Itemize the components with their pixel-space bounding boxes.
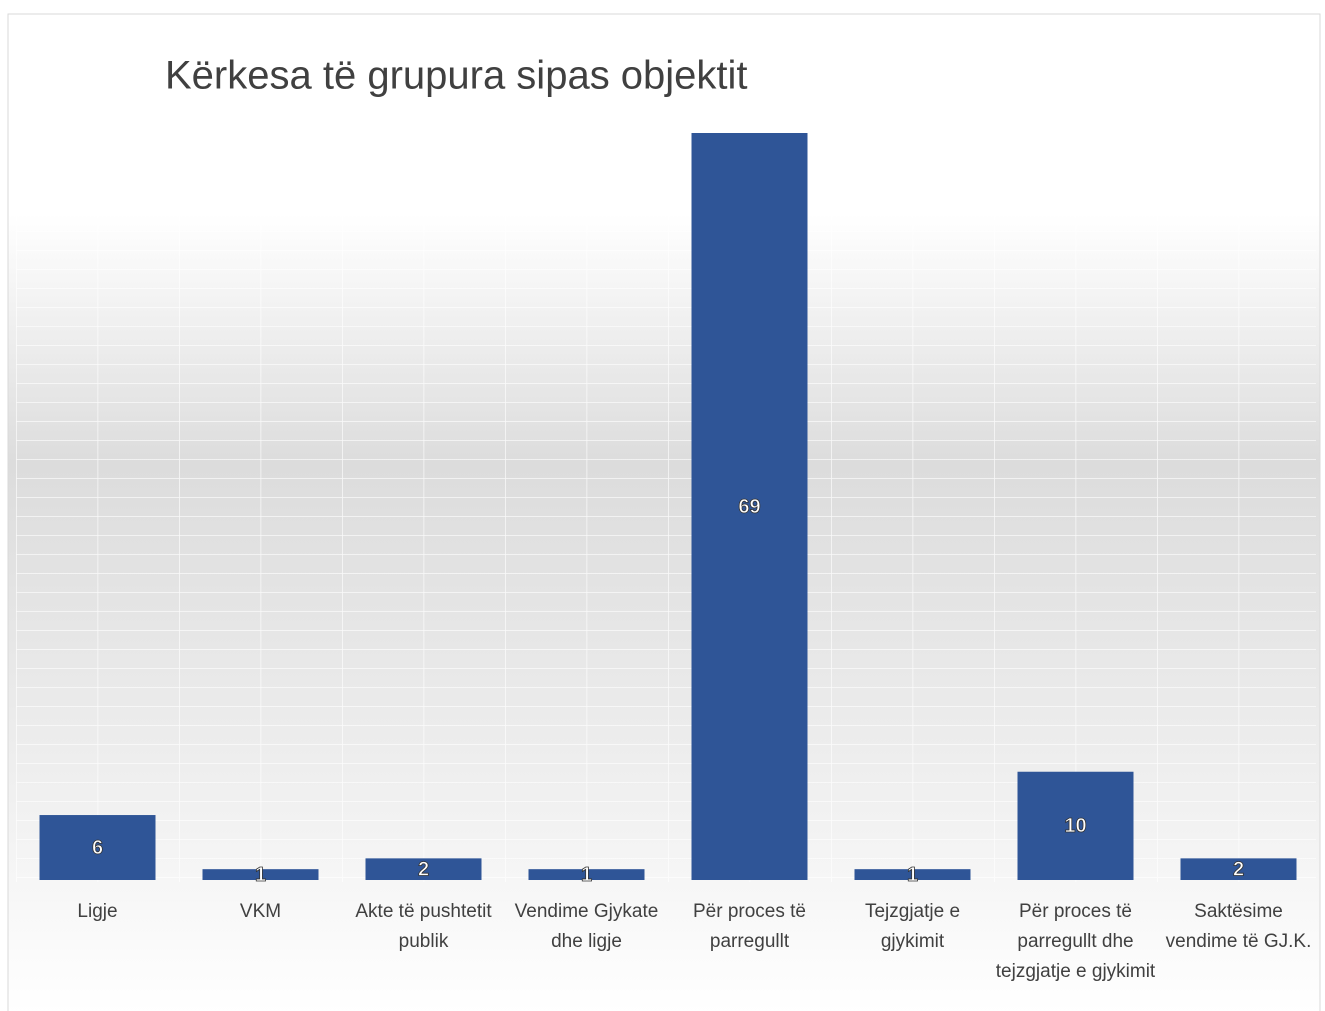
bar [202,869,319,880]
x-tick-label: Për proces të parregullt dhe tejzgjatje … [995,901,1156,982]
bar [365,858,482,880]
x-tick-label: Vendime Gjykate dhe ligje [514,901,659,952]
bar [1180,858,1297,880]
chart-title: Kërkesa të grupura sipas objektit [165,54,748,98]
data-label: 6 [92,837,103,859]
x-tick-label: Për proces të parregullt [693,901,806,952]
data-label: 2 [418,858,429,880]
bar [854,869,971,880]
data-label: 2 [1233,858,1244,880]
data-label: 69 [738,496,760,518]
bar [691,133,808,880]
data-label: 1 [581,864,592,886]
background-grid [16,22,1316,882]
x-tick-label: Saktësime vendime të GJ.K. [1165,901,1312,952]
x-tick-label: Ligje [77,901,118,922]
bar [528,869,645,880]
data-label: 1 [907,864,918,886]
data-label: 10 [1064,815,1086,837]
data-label: 1 [255,864,266,886]
bar [1017,771,1134,880]
x-tick-label: Akte të pushtetit publik [355,901,492,952]
x-tick-label: VKM [239,901,282,922]
bar [39,815,156,880]
x-tick-label: Tejzgjatje e gjykimit [864,901,961,952]
